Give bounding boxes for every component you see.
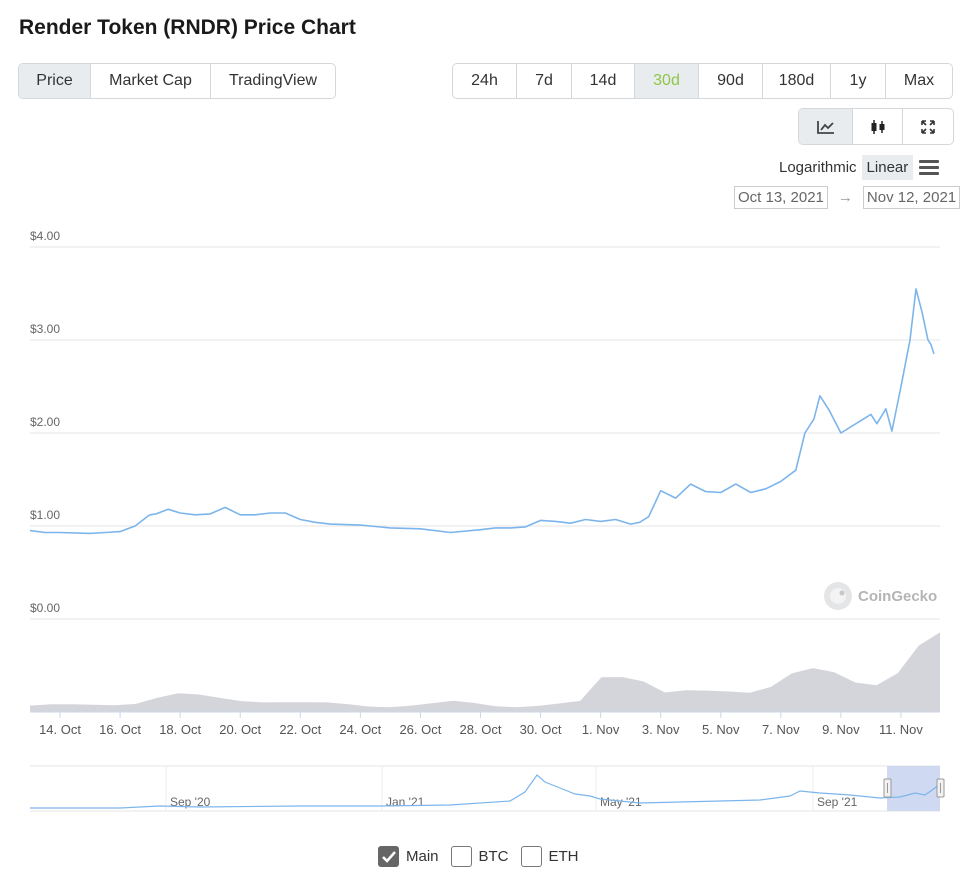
x-tick-label: 18. Oct xyxy=(159,722,201,737)
legend-btc[interactable]: BTC xyxy=(450,846,509,867)
navigator-selection xyxy=(887,766,940,811)
legend-eth[interactable]: ETH xyxy=(520,846,579,867)
date-to-input[interactable]: Nov 12, 2021 xyxy=(862,186,961,209)
candlestick-icon[interactable] xyxy=(853,109,903,144)
x-tick-label: 9. Nov xyxy=(822,722,860,737)
fullscreen-icon[interactable] xyxy=(903,109,953,144)
navigator-label: Sep '21 xyxy=(817,795,858,809)
x-tick-label: 22. Oct xyxy=(279,722,321,737)
chart-type-group xyxy=(798,108,954,145)
x-tick-label: 11. Nov xyxy=(879,722,923,737)
navigator[interactable]: Sep '20 Jan '21 May '21 Sep '21 xyxy=(30,765,945,812)
watermark-text: CoinGecko xyxy=(858,588,937,605)
series-legend: Main BTC ETH xyxy=(378,846,591,867)
range-180d[interactable]: 180d xyxy=(763,64,831,98)
y-tick-label: $1.00 xyxy=(30,508,60,522)
x-tick-label: 5. Nov xyxy=(702,722,740,737)
date-from-input[interactable]: Oct 13, 2021 xyxy=(734,186,828,209)
tab-market-cap[interactable]: Market Cap xyxy=(91,64,211,98)
navigator-label: Jan '21 xyxy=(386,795,425,809)
navigator-label: Sep '20 xyxy=(170,795,211,809)
coingecko-watermark: CoinGecko xyxy=(824,582,937,610)
range-14d[interactable]: 14d xyxy=(572,64,635,98)
navigator-line xyxy=(30,774,941,809)
y-tick-label: $2.00 xyxy=(30,415,60,429)
legend-main[interactable]: Main xyxy=(378,846,439,867)
view-tab-group: Price Market Cap TradingView xyxy=(18,63,336,99)
volume-area xyxy=(30,632,940,712)
y-tick-label: $0.00 xyxy=(30,601,60,615)
x-tick-label: 3. Nov xyxy=(642,722,680,737)
y-tick-label: $3.00 xyxy=(30,322,60,336)
tab-tradingview[interactable]: TradingView xyxy=(228,72,318,89)
x-tick-label: 16. Oct xyxy=(99,722,141,737)
x-tick-label: 26. Oct xyxy=(399,722,441,737)
line-chart-icon[interactable] xyxy=(799,109,853,144)
range-90d[interactable]: 90d xyxy=(699,64,763,98)
legend-label-main: Main xyxy=(406,848,439,865)
price-line xyxy=(29,288,935,535)
scale-selector: Logarithmic Linear xyxy=(774,155,940,180)
x-tick-label: 20. Oct xyxy=(219,722,261,737)
navigator-label: May '21 xyxy=(600,795,642,809)
checkbox-checked-icon[interactable] xyxy=(378,846,399,867)
y-tick-label: $4.00 xyxy=(30,229,60,243)
page-title: Render Token (RNDR) Price Chart xyxy=(19,16,356,39)
arrow-right-icon: → xyxy=(837,189,853,206)
x-tick-label: 28. Oct xyxy=(460,722,502,737)
scale-logarithmic[interactable]: Logarithmic xyxy=(779,159,857,176)
x-tick-label: 7. Nov xyxy=(762,722,800,737)
hamburger-menu-icon[interactable] xyxy=(919,159,940,176)
range-7d[interactable]: 7d xyxy=(517,64,572,98)
legend-label-eth: ETH xyxy=(548,848,579,865)
range-max[interactable]: Max xyxy=(903,72,935,89)
tab-price[interactable]: Price xyxy=(19,64,91,98)
range-1y[interactable]: 1y xyxy=(831,64,886,98)
x-tick-label: 14. Oct xyxy=(39,722,81,737)
range-tab-group: 24h 7d 14d 30d 90d 180d 1y Max xyxy=(452,63,953,99)
x-tick-label: 1. Nov xyxy=(582,722,620,737)
range-30d[interactable]: 30d xyxy=(635,64,699,98)
checkbox-icon[interactable] xyxy=(450,846,472,867)
date-range: Oct 13, 2021 → Nov 12, 2021 xyxy=(734,186,961,209)
x-tick-label: 30. Oct xyxy=(520,722,562,737)
x-tick-label: 24. Oct xyxy=(339,722,381,737)
legend-label-btc: BTC xyxy=(478,848,509,865)
checkbox-icon[interactable] xyxy=(520,846,542,867)
scale-linear[interactable]: Linear xyxy=(861,155,914,180)
range-24h[interactable]: 24h xyxy=(453,64,517,98)
